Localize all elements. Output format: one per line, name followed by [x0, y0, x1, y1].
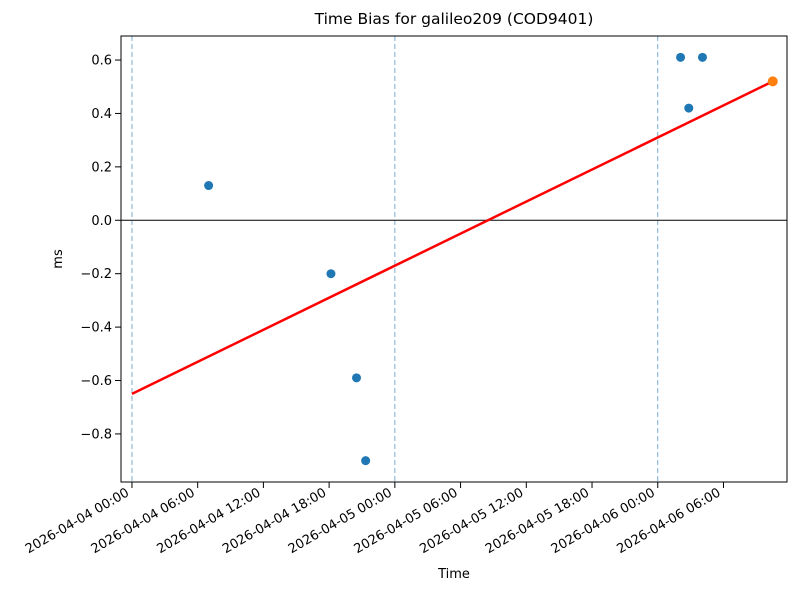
data-point: [697, 52, 707, 62]
trend-line: [131, 80, 774, 395]
data-point: [352, 373, 362, 383]
data-point: [684, 103, 694, 113]
data-points-group: [204, 52, 778, 466]
data-point: [326, 269, 336, 279]
y-tick-label: −0.4: [80, 321, 112, 336]
data-point: [361, 456, 371, 466]
chart-title: Time Bias for galileo209 (COD9401): [314, 10, 594, 28]
plot-border: [120, 35, 788, 483]
trend-line-group: [131, 80, 774, 395]
data-point: [204, 181, 214, 191]
x-axis-label: Time: [437, 567, 470, 582]
y-tick-label: −0.6: [80, 374, 112, 389]
y-tick-label: −0.2: [80, 267, 112, 282]
y-axis-label: ms: [51, 249, 66, 269]
y-tick-label: 0.2: [91, 160, 112, 175]
x-tick-label: 2026-04-04 00:00: [23, 485, 132, 557]
data-point: [676, 52, 686, 62]
day-boundary-lines: [131, 36, 659, 482]
y-tick-label: 0.4: [91, 107, 112, 122]
y-tick-label: 0.6: [91, 54, 112, 69]
y-tick-label: 0.0: [91, 214, 112, 229]
y-tick-label: −0.8: [80, 427, 112, 442]
predicted-point: [767, 76, 778, 87]
